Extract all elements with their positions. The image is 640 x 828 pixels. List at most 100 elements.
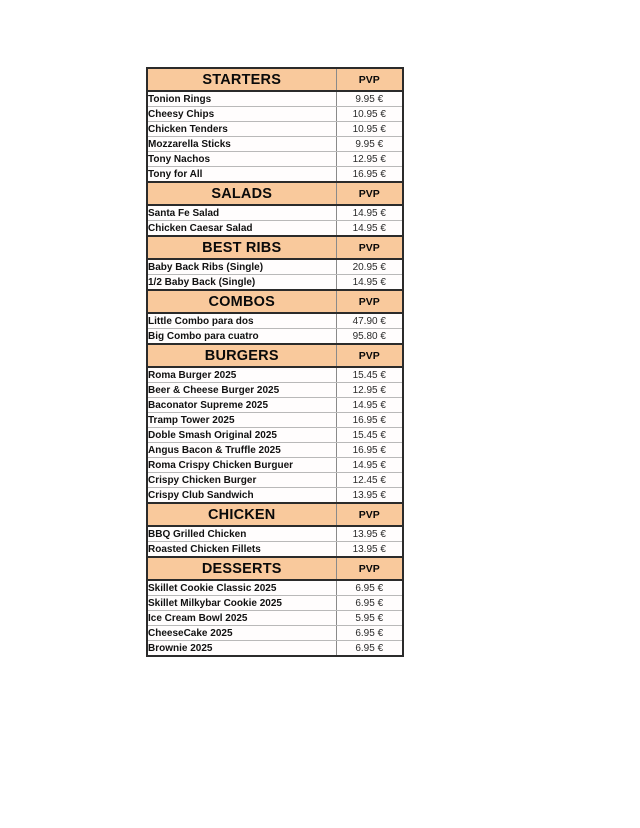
menu-item-price: 16.95 € — [336, 442, 404, 458]
section-header-row: SALADS PVP — [146, 181, 404, 206]
section-header-row: STARTERS PVP — [146, 67, 404, 92]
menu-item-row: Brownie 2025 6.95 € — [146, 640, 404, 657]
menu-item-row: BBQ Grilled Chicken 13.95 € — [146, 526, 404, 542]
menu-item-price: 6.95 € — [336, 640, 404, 657]
menu-item-row: Roasted Chicken Fillets 13.95 € — [146, 541, 404, 557]
menu-item-name: Tramp Tower 2025 — [146, 412, 337, 428]
menu-item-price: 16.95 € — [336, 412, 404, 428]
section-header-row: COMBOS PVP — [146, 289, 404, 314]
section-title: CHICKEN — [146, 502, 337, 527]
menu-item-row: Cheesy Chips 10.95 € — [146, 106, 404, 122]
menu-item-price: 6.95 € — [336, 625, 404, 641]
menu-item-row: Tony Nachos 12.95 € — [146, 151, 404, 167]
menu-item-price: 20.95 € — [336, 259, 404, 275]
menu-item-price: 13.95 € — [336, 541, 404, 557]
menu-item-name: Chicken Tenders — [146, 121, 337, 137]
menu-item-name: Chicken Caesar Salad — [146, 220, 337, 236]
menu-item-name: Brownie 2025 — [146, 640, 337, 657]
menu-item-name: 1/2 Baby Back (Single) — [146, 274, 337, 290]
menu-item-price: 14.95 € — [336, 205, 404, 221]
section-title: SALADS — [146, 181, 337, 206]
menu-item-row: Skillet Cookie Classic 2025 6.95 € — [146, 580, 404, 596]
menu-item-price: 95.80 € — [336, 328, 404, 344]
menu-item-price: 14.95 € — [336, 220, 404, 236]
price-column-header: PVP — [336, 289, 404, 314]
menu-item-name: Santa Fe Salad — [146, 205, 337, 221]
menu-item-name: Roma Crispy Chicken Burguer — [146, 457, 337, 473]
menu-item-name: Angus Bacon & Truffle 2025 — [146, 442, 337, 458]
section-title: COMBOS — [146, 289, 337, 314]
menu-item-price: 9.95 € — [336, 91, 404, 107]
menu-item-row: Tony for All 16.95 € — [146, 166, 404, 182]
menu-item-price: 12.95 € — [336, 382, 404, 398]
menu-item-price: 13.95 € — [336, 526, 404, 542]
menu-item-row: Roma Crispy Chicken Burguer 14.95 € — [146, 457, 404, 473]
menu-item-row: Angus Bacon & Truffle 2025 16.95 € — [146, 442, 404, 458]
menu-item-price: 12.95 € — [336, 151, 404, 167]
menu-item-name: Skillet Milkybar Cookie 2025 — [146, 595, 337, 611]
menu-item-row: Chicken Tenders 10.95 € — [146, 121, 404, 137]
menu-item-price: 9.95 € — [336, 136, 404, 152]
menu-item-price: 14.95 € — [336, 274, 404, 290]
menu-item-row: Baby Back Ribs (Single) 20.95 € — [146, 259, 404, 275]
price-column-header: PVP — [336, 343, 404, 368]
menu-item-price: 15.45 € — [336, 367, 404, 383]
menu-item-name: Tony Nachos — [146, 151, 337, 167]
price-column-header: PVP — [336, 235, 404, 260]
menu-item-name: Ice Cream Bowl 2025 — [146, 610, 337, 626]
menu-price-table: STARTERS PVP Tonion Rings 9.95 € Cheesy Chip… — [146, 67, 404, 657]
menu-item-row: Crispy Chicken Burger 12.45 € — [146, 472, 404, 488]
section-title: STARTERS — [146, 67, 337, 92]
price-column-header: PVP — [336, 181, 404, 206]
menu-item-price: 15.45 € — [336, 427, 404, 443]
menu-item-name: Doble Smash Original 2025 — [146, 427, 337, 443]
menu-item-name: Tonion Rings — [146, 91, 337, 107]
section-title: DESSERTS — [146, 556, 337, 581]
menu-item-name: Crispy Chicken Burger — [146, 472, 337, 488]
menu-item-name: Big Combo para cuatro — [146, 328, 337, 344]
menu-item-name: Beer & Cheese Burger 2025 — [146, 382, 337, 398]
menu-item-name: Little Combo para dos — [146, 313, 337, 329]
section-header-row: CHICKEN PVP — [146, 502, 404, 527]
price-column-header: PVP — [336, 502, 404, 527]
menu-item-name: BBQ Grilled Chicken — [146, 526, 337, 542]
menu-item-name: Roma Burger 2025 — [146, 367, 337, 383]
menu-item-row: Beer & Cheese Burger 2025 12.95 € — [146, 382, 404, 398]
menu-item-row: CheeseCake 2025 6.95 € — [146, 625, 404, 641]
menu-item-name: Baby Back Ribs (Single) — [146, 259, 337, 275]
menu-item-row: Roma Burger 2025 15.45 € — [146, 367, 404, 383]
menu-item-name: Baconator Supreme 2025 — [146, 397, 337, 413]
section-title: BEST RIBS — [146, 235, 337, 260]
menu-table-body: STARTERS PVP Tonion Rings 9.95 € Cheesy Chip… — [146, 67, 404, 657]
menu-item-price: 6.95 € — [336, 595, 404, 611]
price-column-header: PVP — [336, 556, 404, 581]
menu-item-name: Mozzarella Sticks — [146, 136, 337, 152]
menu-item-name: Skillet Cookie Classic 2025 — [146, 580, 337, 596]
menu-item-row: Baconator Supreme 2025 14.95 € — [146, 397, 404, 413]
section-header-row: DESSERTS PVP — [146, 556, 404, 581]
menu-item-name: Cheesy Chips — [146, 106, 337, 122]
menu-item-row: 1/2 Baby Back (Single) 14.95 € — [146, 274, 404, 290]
menu-item-price: 6.95 € — [336, 580, 404, 596]
menu-item-row: Ice Cream Bowl 2025 5.95 € — [146, 610, 404, 626]
menu-item-price: 14.95 € — [336, 457, 404, 473]
menu-item-price: 13.95 € — [336, 487, 404, 503]
menu-item-price: 47.90 € — [336, 313, 404, 329]
menu-item-row: Chicken Caesar Salad 14.95 € — [146, 220, 404, 236]
menu-item-name: Roasted Chicken Fillets — [146, 541, 337, 557]
menu-item-price: 12.45 € — [336, 472, 404, 488]
section-header-row: BEST RIBS PVP — [146, 235, 404, 260]
menu-item-row: Tonion Rings 9.95 € — [146, 91, 404, 107]
menu-item-row: Little Combo para dos 47.90 € — [146, 313, 404, 329]
section-header-row: BURGERS PVP — [146, 343, 404, 368]
menu-item-name: Crispy Club Sandwich — [146, 487, 337, 503]
menu-item-price: 16.95 € — [336, 166, 404, 182]
price-column-header: PVP — [336, 67, 404, 92]
menu-item-row: Santa Fe Salad 14.95 € — [146, 205, 404, 221]
menu-item-row: Mozzarella Sticks 9.95 € — [146, 136, 404, 152]
menu-item-price: 5.95 € — [336, 610, 404, 626]
menu-item-price: 10.95 € — [336, 121, 404, 137]
section-title: BURGERS — [146, 343, 337, 368]
menu-item-row: Tramp Tower 2025 16.95 € — [146, 412, 404, 428]
